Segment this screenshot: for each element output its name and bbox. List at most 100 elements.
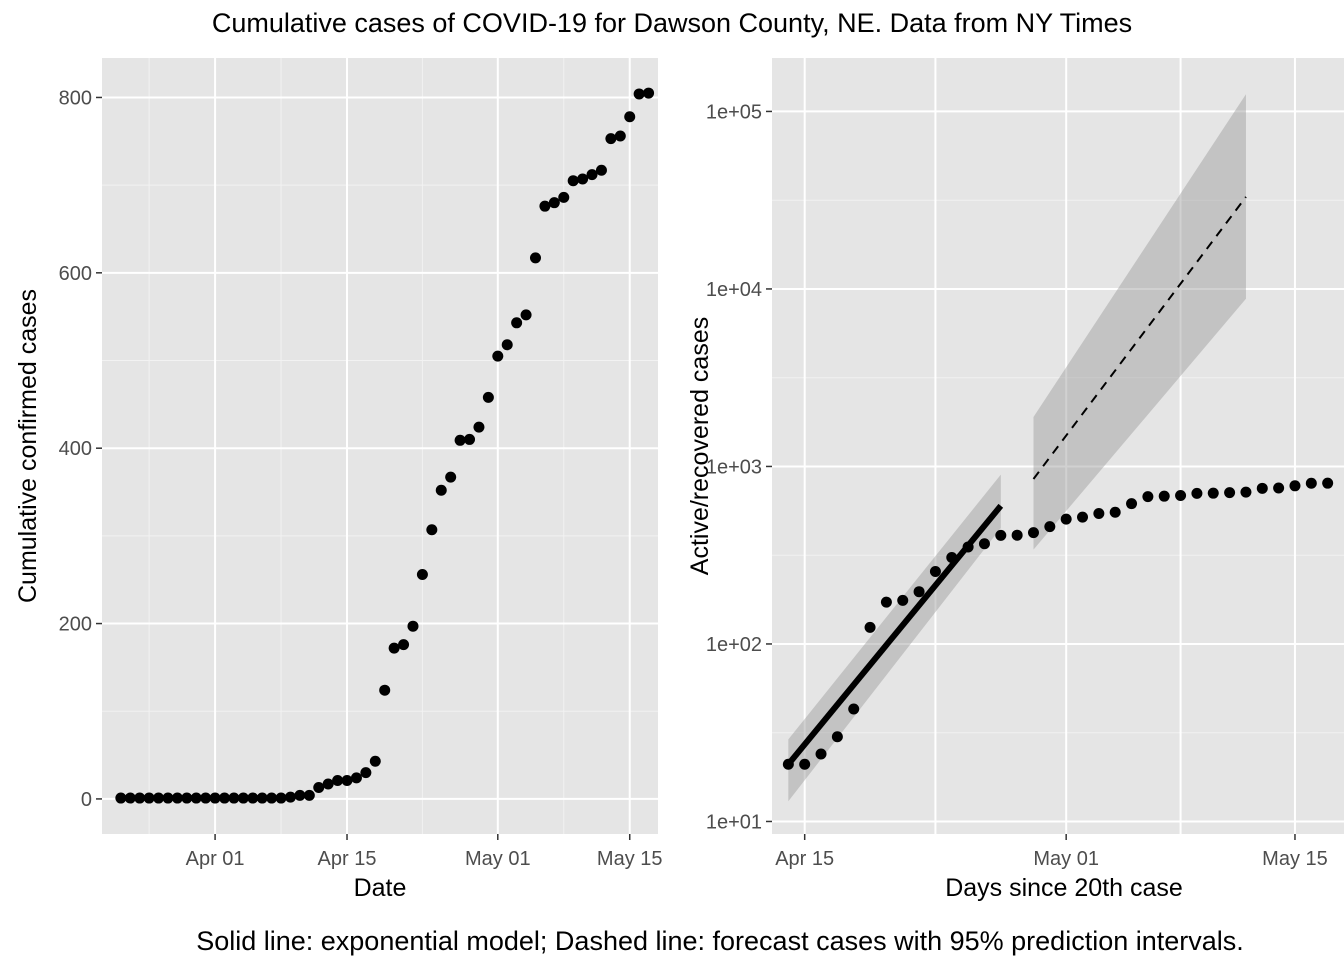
left-data-point [350, 772, 362, 784]
left-data-point [605, 133, 617, 145]
left-data-point [266, 792, 278, 804]
left-data-point [294, 789, 306, 801]
left-y-tick-label: 600 [59, 263, 92, 285]
right-data-point [1207, 487, 1219, 499]
right-x-tick-label: Apr 15 [775, 848, 834, 870]
right-data-point [1044, 521, 1056, 533]
right-panel: 1e+01 1e+02 1e+03 1e+04 1e+05 Apr 15 May 01 May… [686, 58, 1344, 902]
left-data-point [256, 792, 268, 804]
left-y-axis-title: Cumulative confirmed cases [14, 289, 42, 603]
right-data-point [799, 758, 811, 770]
left-x-axis-title: Date [354, 874, 407, 902]
left-ticks: 0 200 400 600 800 Apr 01 Apr 15 May 01 May 15 [59, 87, 663, 870]
left-data-point [332, 775, 344, 787]
forecast-prediction-band [1033, 94, 1246, 550]
right-data-point [1126, 498, 1138, 510]
left-data-point [181, 792, 193, 804]
right-data-point [1240, 486, 1252, 498]
left-data-point [501, 339, 513, 351]
right-x-tick-label: May 01 [1033, 848, 1099, 870]
right-data-point [1142, 491, 1154, 503]
left-panel-background [102, 58, 658, 834]
right-data-point [1093, 508, 1105, 520]
left-y-tick-label: 0 [81, 789, 92, 811]
left-x-tick-label: Apr 15 [318, 848, 377, 870]
left-data-point [124, 792, 136, 804]
left-data-point [247, 792, 259, 804]
left-data-point [228, 792, 240, 804]
right-data-point [1011, 529, 1023, 541]
right-points [782, 477, 1334, 770]
right-data-point [848, 703, 860, 715]
left-y-tick-label: 800 [59, 87, 92, 109]
left-data-point [492, 350, 504, 362]
left-data-point [482, 391, 494, 403]
right-data-point [1224, 487, 1236, 499]
left-data-point [416, 568, 428, 580]
right-data-point [897, 594, 909, 606]
left-data-point [153, 792, 165, 804]
left-data-point [143, 792, 155, 804]
left-data-point [115, 792, 127, 804]
left-grid-major [102, 58, 658, 834]
forecast-dashed-line [1032, 196, 1247, 480]
left-x-tick-label: May 15 [597, 848, 663, 870]
left-data-point [473, 421, 485, 433]
left-y-tick-label: 400 [59, 438, 92, 460]
left-data-point [162, 792, 174, 804]
left-data-point [388, 642, 400, 654]
right-data-point [978, 538, 990, 550]
right-data-point [815, 748, 827, 760]
right-y-axis-title: Active/recovered cases [686, 317, 714, 575]
right-data-point [1273, 482, 1285, 494]
right-data-point [1060, 513, 1072, 525]
right-y-tick-label: 1e+04 [706, 279, 762, 301]
left-data-point [284, 791, 296, 803]
right-x-tick-label: May 15 [1262, 848, 1328, 870]
left-data-point [624, 111, 636, 123]
left-data-point [445, 471, 457, 483]
left-y-tick-label: 200 [59, 614, 92, 636]
left-data-point [454, 434, 466, 446]
left-panel: 0 200 400 600 800 Apr 01 Apr 15 May 01 May 15 Da… [14, 58, 663, 902]
left-data-point [426, 524, 438, 536]
left-data-point [567, 175, 579, 187]
right-data-point [995, 529, 1007, 541]
left-data-point [595, 164, 607, 176]
left-data-point [577, 173, 589, 185]
left-data-point [643, 87, 655, 99]
right-data-point [1077, 511, 1089, 523]
right-data-point [880, 596, 892, 608]
left-data-point [171, 792, 183, 804]
right-data-point [831, 731, 843, 743]
left-data-point [237, 792, 249, 804]
right-data-point [782, 758, 794, 770]
left-data-point [464, 433, 476, 445]
left-data-point [558, 191, 570, 203]
left-data-point [369, 755, 381, 767]
left-data-point [520, 309, 532, 321]
right-panel-background [772, 58, 1344, 834]
left-data-point [303, 789, 315, 801]
right-data-point [1158, 490, 1170, 502]
right-grid-major [772, 58, 1344, 834]
right-y-tick-label: 1e+01 [706, 811, 762, 833]
left-data-point [633, 88, 645, 100]
right-data-point [1305, 477, 1317, 489]
plot-title: Cumulative cases of COVID-19 for Dawson … [212, 8, 1132, 38]
left-data-point [379, 684, 391, 696]
left-points [115, 87, 655, 804]
right-y-tick-label: 1e+05 [706, 101, 762, 123]
right-data-point [1256, 482, 1268, 494]
right-data-point [864, 621, 876, 633]
right-data-point [1322, 477, 1334, 489]
left-data-point [313, 782, 325, 794]
left-data-point [614, 130, 626, 142]
left-x-tick-label: Apr 01 [186, 848, 245, 870]
right-data-point [1175, 490, 1187, 502]
left-data-point [511, 317, 523, 329]
right-data-point [913, 586, 925, 598]
left-data-point [200, 792, 212, 804]
